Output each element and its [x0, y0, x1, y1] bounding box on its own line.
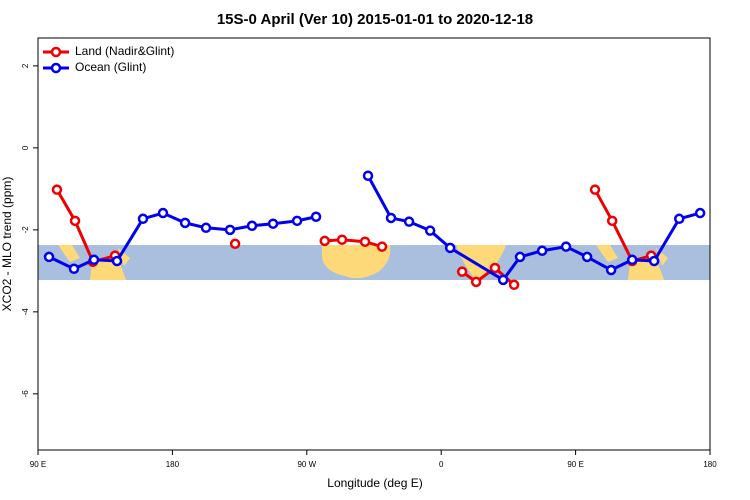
data-point	[497, 274, 509, 286]
data-point	[589, 184, 601, 195]
data-point	[456, 266, 468, 277]
data-point	[319, 235, 330, 247]
x-tick-label: 90 E	[567, 460, 583, 469]
legend-label: Land (Nadir&Glint)	[75, 44, 174, 58]
data-point	[673, 213, 685, 225]
data-point	[68, 263, 80, 275]
data-point	[626, 254, 638, 266]
series-line	[324, 238, 383, 249]
data-point	[362, 170, 374, 181]
data-point	[376, 241, 388, 252]
data-point	[470, 276, 482, 288]
data-point	[605, 264, 617, 276]
data-point	[560, 241, 572, 252]
x-tick-label: 0	[439, 460, 444, 469]
data-point	[444, 242, 456, 254]
plot-frame	[37, 37, 711, 451]
y-tick-label: -2	[21, 226, 30, 234]
data-point	[424, 225, 436, 236]
data-point	[310, 211, 322, 222]
data-point	[508, 279, 520, 291]
data-point	[111, 255, 123, 267]
data-point	[489, 262, 501, 274]
data-point	[385, 212, 397, 224]
data-point	[224, 224, 236, 236]
data-point	[137, 213, 149, 225]
x-tick-label: 90 W	[297, 460, 316, 469]
series-line	[55, 188, 116, 264]
data-point	[336, 234, 348, 245]
data-point	[648, 255, 660, 267]
chart-title: 15S-0 April (Ver 10) 2015-01-01 to 2020-…	[217, 11, 533, 28]
data-point	[403, 216, 415, 227]
data-point	[69, 215, 81, 227]
data-point	[694, 207, 706, 219]
data-point	[291, 215, 303, 227]
y-tick-label: -4	[21, 308, 30, 316]
data-point	[267, 218, 279, 229]
data-point	[581, 251, 593, 263]
data-point	[51, 184, 63, 195]
data-point	[43, 251, 55, 263]
y-tick-label: 0	[21, 145, 30, 150]
data-point	[359, 236, 371, 247]
legend-marker	[50, 62, 62, 74]
data-point	[536, 245, 548, 257]
y-axis-label: XCO2 - MLO trend (ppm)	[0, 177, 14, 312]
x-tick-label: 180	[166, 460, 180, 469]
data-point	[246, 220, 258, 232]
y-tick-label: 2	[21, 63, 30, 68]
x-axis-label: Longitude (deg E)	[327, 476, 422, 490]
data-point	[229, 238, 241, 250]
data-point	[88, 254, 100, 266]
data-point	[606, 215, 618, 227]
x-tick-label: 90 E	[30, 460, 46, 469]
data-point	[157, 207, 169, 219]
data-point	[200, 222, 212, 234]
x-tick-label: 180	[703, 460, 717, 469]
y-tick-label: -6	[21, 390, 30, 398]
data-point	[179, 217, 191, 229]
series-line	[593, 188, 652, 263]
legend-label: Ocean (Glint)	[75, 60, 146, 74]
legend-marker	[50, 46, 62, 58]
data-point	[514, 251, 526, 263]
